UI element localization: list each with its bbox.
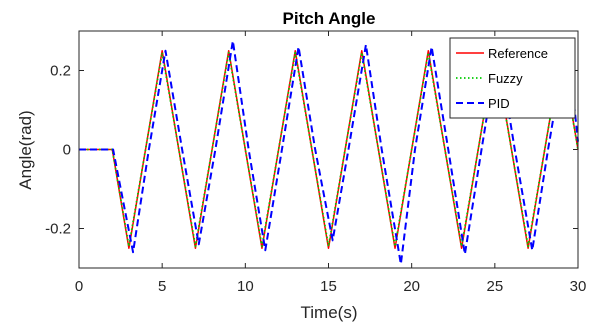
series-line-pid — [79, 39, 579, 266]
x-tick-label: 15 — [320, 278, 337, 295]
axis-ticks: 0 5 10 15 20 25 30 -0.2 0 0.2 — [45, 31, 586, 295]
chart-title: Pitch Angle — [283, 9, 376, 28]
legend-label: Fuzzy — [488, 71, 523, 86]
legend: Reference Fuzzy PID — [449, 37, 576, 119]
y-tick-label: 0 — [63, 142, 71, 159]
x-tick-label: 10 — [237, 278, 254, 295]
x-tick-label: 30 — [570, 278, 587, 295]
x-tick-label: 5 — [158, 278, 166, 295]
plot-frame — [78, 30, 579, 269]
legend-label: Reference — [488, 46, 548, 61]
legend-box — [449, 37, 576, 119]
x-axis-label: Time(s) — [301, 303, 358, 322]
x-tick-label: 0 — [75, 278, 83, 295]
y-tick-label: 0.2 — [50, 63, 71, 80]
y-axis-label: Angle(rad) — [16, 110, 35, 189]
x-tick-label: 25 — [486, 278, 503, 295]
x-tick-label: 20 — [403, 278, 420, 295]
legend-label: PID — [488, 96, 510, 111]
y-tick-label: -0.2 — [45, 221, 71, 238]
